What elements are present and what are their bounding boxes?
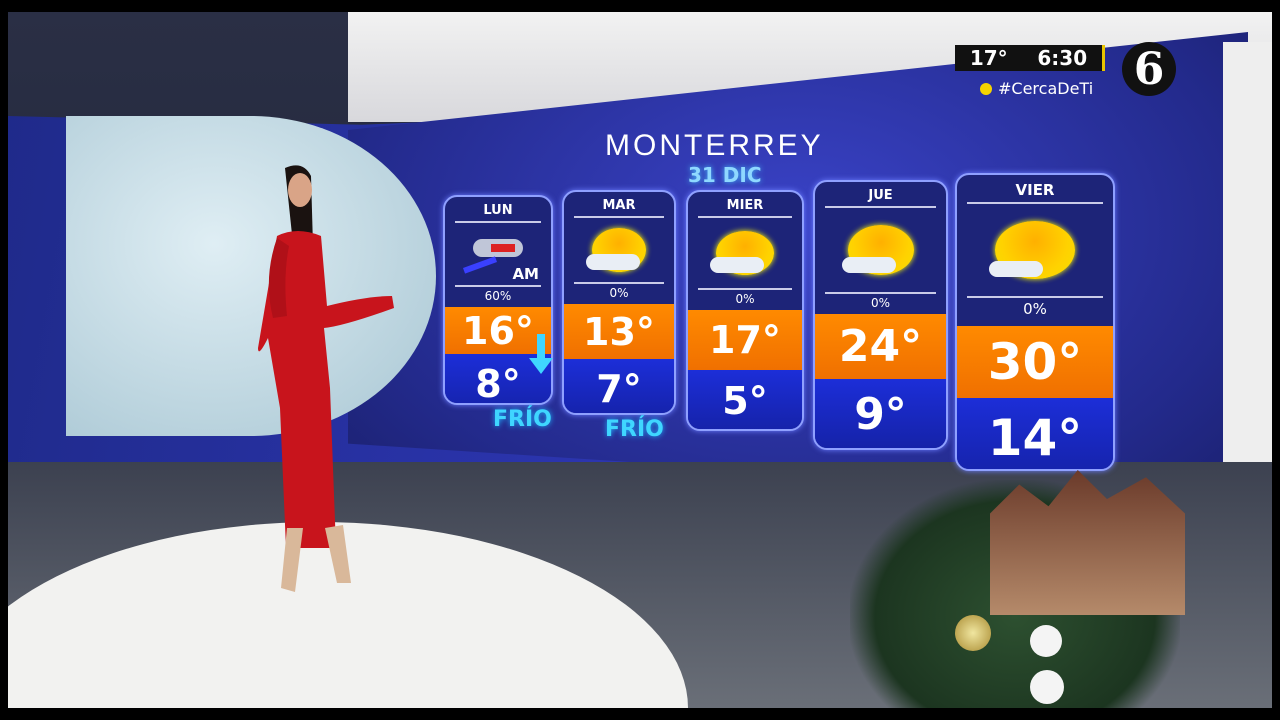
storm-wind-icon: AM — [445, 223, 551, 285]
low-temp: 9° — [815, 379, 946, 448]
precip-chance: 0% — [967, 296, 1103, 326]
side-wall — [1223, 42, 1272, 542]
partly-cloudy-icon — [688, 218, 802, 288]
city-title: MONTERREY — [605, 129, 824, 162]
ornament — [955, 615, 991, 651]
down-arrow-icon — [529, 334, 553, 374]
cold-label: FRÍO — [493, 407, 552, 432]
forecast-date: 31 DIC — [688, 163, 762, 187]
cold-label: FRÍO — [605, 417, 664, 442]
ornament — [1030, 625, 1062, 657]
day-label: JUE — [825, 182, 936, 208]
low-temp: 5° — [688, 370, 802, 429]
studio-scene — [8, 12, 1272, 708]
low-temp: 8° — [445, 354, 551, 403]
day-label: MAR — [574, 192, 664, 218]
sky-panel — [66, 116, 436, 436]
high-temp: 17° — [688, 310, 802, 370]
current-time: 6:30 — [1037, 46, 1088, 70]
christmas-village — [990, 470, 1185, 615]
ornament — [1030, 670, 1064, 704]
day-label: LUN — [455, 197, 541, 223]
hashtag: #CercaDeTi — [980, 79, 1093, 98]
high-temp: 16° — [445, 307, 551, 354]
precip-chance: 0% — [574, 282, 664, 304]
day-label: VIER — [967, 175, 1103, 204]
low-temp: 14° — [957, 398, 1113, 469]
precip-chance: 0% — [698, 288, 792, 310]
forecast-card-mar: MAR 0% 13° 7° — [562, 190, 676, 415]
low-temp: 7° — [564, 359, 674, 413]
precip-chance: 60% — [455, 285, 541, 307]
forecast-card-lun: LUN AM 60% 16° 8° — [443, 195, 553, 405]
forecast-card-vier: VIER 0% 30° 14° — [955, 173, 1115, 471]
forecast-card-jue: JUE 0% 24° 9° — [813, 180, 948, 450]
hashtag-text: #CercaDeTi — [998, 79, 1094, 98]
high-temp: 13° — [564, 304, 674, 359]
presenter — [258, 165, 394, 592]
sunny-windy-icon — [564, 218, 674, 282]
high-temp: 24° — [815, 314, 946, 379]
am-label: AM — [512, 265, 539, 283]
partly-cloudy-icon — [815, 208, 946, 292]
precip-chance: 0% — [825, 292, 936, 314]
day-label: MIER — [698, 192, 792, 218]
current-temp: 17° — [969, 46, 1008, 70]
forecast-card-mier: MIER 0% 17° 5° — [686, 190, 804, 431]
high-temp: 30° — [957, 326, 1113, 398]
partly-cloudy-icon — [957, 204, 1113, 296]
temp-time-bug: 17° 6:30 — [955, 45, 1105, 71]
channel-logo: 6 — [1122, 42, 1176, 96]
dot-icon — [980, 82, 992, 95]
